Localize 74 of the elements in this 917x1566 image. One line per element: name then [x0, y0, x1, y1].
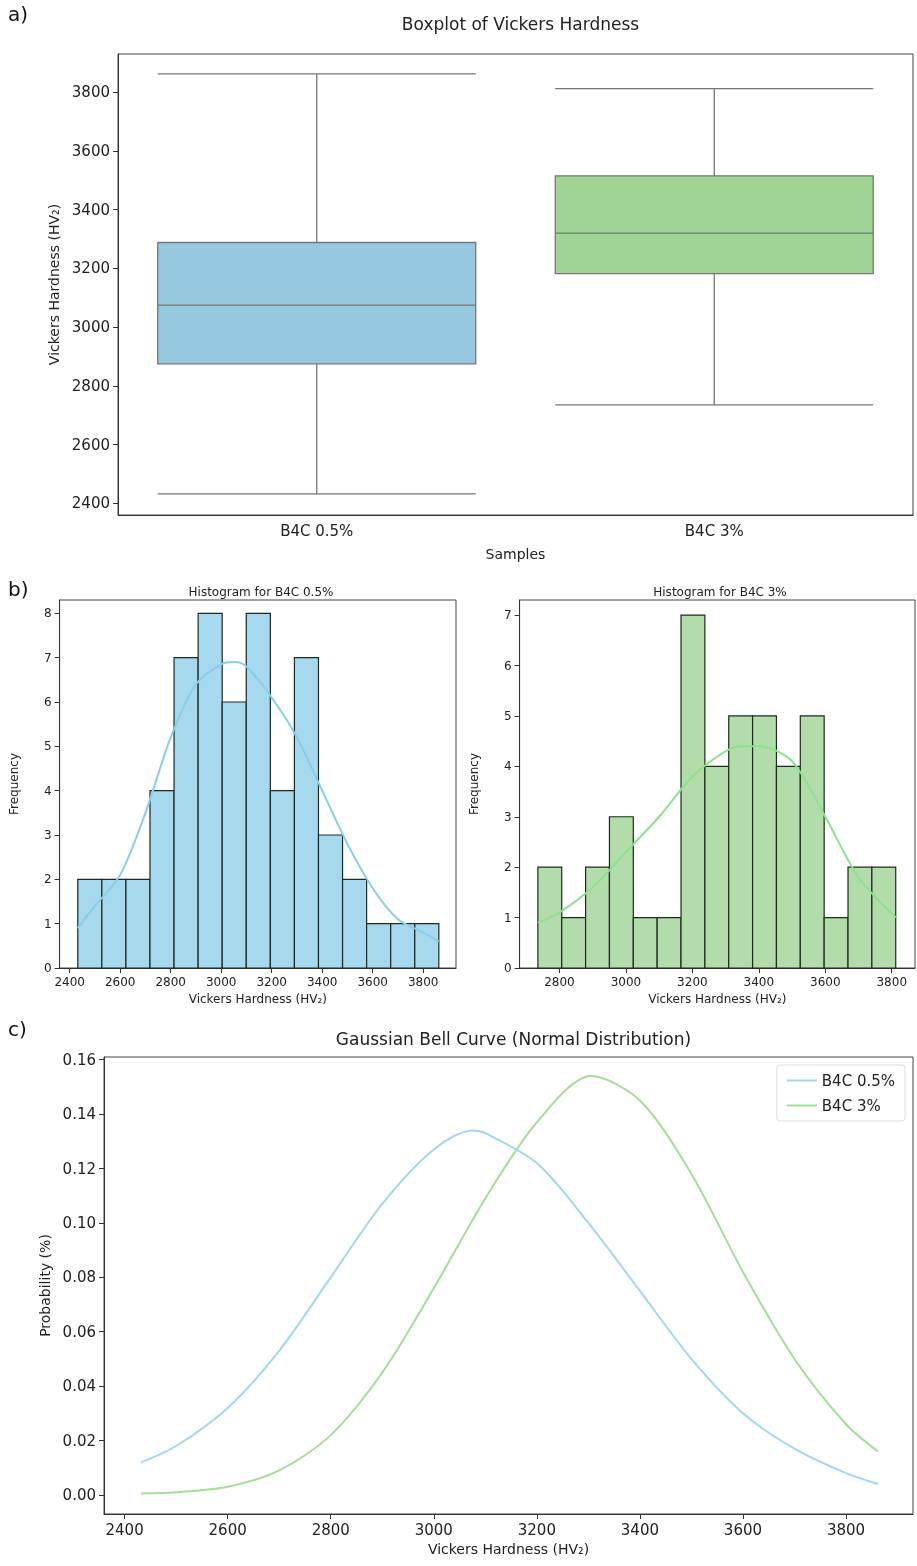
x-tick-label: 3000: [610, 975, 642, 989]
y-tick-label: 0.08: [62, 1268, 96, 1287]
y-tick-label: 0.06: [62, 1322, 96, 1341]
y-tick-label: 4: [43, 783, 52, 798]
x-axis-title: Samples: [485, 546, 546, 562]
x-tick-label: 3400: [743, 975, 775, 989]
text: a): [8, 2, 29, 26]
x-tick-label: 3000: [205, 975, 237, 989]
x-tick-label: 3800: [826, 1520, 866, 1539]
y-tick-label: 3200: [71, 259, 110, 278]
line-series: [76, 661, 440, 943]
x-axis-title: Vickers Hardness (HV₂): [188, 991, 327, 1006]
y-axis-title: Vickers Hardness (HV₂): [45, 203, 62, 366]
chart-title: Boxplot of Vickers Hardness: [401, 13, 640, 34]
y-tick-label: 1: [503, 910, 512, 925]
y-tick-label: 0.12: [62, 1159, 96, 1178]
y-tick-label: 3000: [71, 318, 110, 337]
y-tick-label: 3600: [71, 141, 110, 160]
x-tick-label: 2400: [105, 1520, 144, 1539]
y-tick-label: 5: [503, 708, 512, 723]
y-tick-label: 3: [503, 809, 512, 824]
y-tick-label: 7: [43, 650, 52, 665]
x-tick-label: 3200: [517, 1520, 556, 1539]
y-tick-label: 1: [43, 916, 52, 931]
y-axis-title: Frequency: [7, 753, 21, 815]
x-tick-label: 3600: [810, 975, 841, 989]
y-tick-label: 8: [43, 606, 52, 621]
y-tick-label: 7: [503, 608, 512, 623]
y-tick-label: 2400: [71, 494, 110, 513]
x-tick-label: 3800: [407, 975, 439, 989]
chart-title: Histogram for B4C 0.5%: [188, 585, 334, 599]
text: b): [8, 577, 29, 601]
x-tick-label: 3600: [357, 975, 388, 989]
x-tick-label: 3400: [620, 1520, 659, 1539]
x-tick-label: 3800: [876, 975, 908, 989]
y-tick-label: 2: [503, 860, 512, 875]
x-tick-label: 3600: [723, 1520, 763, 1539]
y-tick-label: 0.02: [62, 1431, 96, 1450]
x-tick-label: 2800: [544, 975, 575, 989]
y-tick-label: 0.04: [62, 1377, 96, 1396]
y-tick-label: 5: [43, 739, 52, 754]
y-axis-title: Probability (%): [36, 1234, 53, 1337]
y-tick-label: 0.10: [62, 1213, 96, 1232]
x-axis-title: Vickers Hardness (HV₂): [648, 991, 787, 1006]
chart-title: Histogram for B4C 3%: [653, 585, 787, 599]
legend-label: B4C 3%: [821, 1096, 881, 1115]
text: c): [8, 1017, 27, 1041]
chart-title: Gaussian Bell Curve (Normal Distribution): [335, 1028, 692, 1049]
y-tick-label: 4: [503, 759, 512, 774]
x-tick-label: 3400: [306, 975, 338, 989]
x-tick-label: 2600: [104, 975, 136, 989]
x-tick-label: 2600: [208, 1520, 247, 1539]
legend-label: B4C 0.5%: [821, 1071, 895, 1090]
y-tick-label: 2800: [71, 376, 110, 395]
x-tick-label: 2800: [155, 975, 186, 989]
x-tick-label: 2800: [311, 1520, 350, 1539]
x-axis-title: Vickers Hardness (HV₂): [427, 1540, 590, 1557]
y-tick-label: 2: [43, 872, 52, 887]
y-tick-label: 0.00: [62, 1485, 96, 1504]
x-tick-label: 3200: [677, 975, 708, 989]
y-tick-label: 3800: [71, 83, 110, 102]
y-tick-label: 6: [503, 658, 512, 673]
y-tick-label: 3400: [71, 200, 110, 219]
y-tick-label: 3: [43, 827, 52, 842]
x-tick-label: 3200: [256, 975, 287, 989]
y-tick-label: 0: [503, 961, 512, 975]
y-tick-label: 2600: [71, 435, 110, 454]
x-tick-label: 3000: [414, 1520, 453, 1539]
y-tick-label: 6: [43, 694, 52, 709]
y-axis-title: Frequency: [467, 753, 481, 815]
y-tick-label: 0.14: [62, 1105, 96, 1124]
line-series: [536, 745, 897, 924]
y-tick-label: 0.16: [62, 1050, 96, 1069]
y-tick-label: 0: [43, 961, 52, 975]
